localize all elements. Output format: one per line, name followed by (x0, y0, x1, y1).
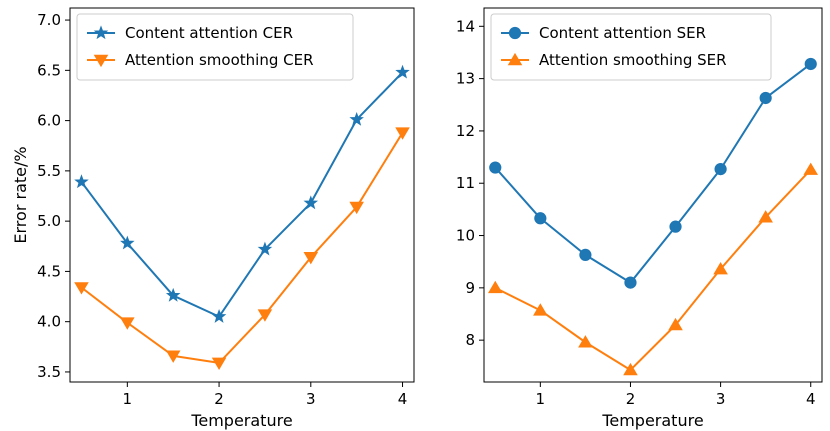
legend-box (76, 13, 354, 81)
data-point (668, 317, 683, 331)
x-tick-label: 4 (398, 390, 408, 408)
y-tick-label: 5.0 (37, 212, 61, 230)
data-point (533, 303, 548, 316)
data-point (759, 91, 772, 105)
y-tick-label: 11 (456, 174, 475, 192)
data-point (303, 252, 319, 265)
data-point (624, 276, 637, 289)
y-tick-label: 4.5 (37, 262, 61, 280)
x-tick-label: 2 (214, 390, 224, 408)
y-tick-label: 10 (456, 227, 475, 245)
data-point (303, 195, 319, 210)
y-tick-label: 7.0 (37, 11, 61, 29)
series-line-content-attention (80, 71, 404, 318)
legend-box (490, 13, 772, 81)
data-point (165, 287, 181, 302)
plot-frame (69, 7, 415, 383)
data-point (669, 220, 682, 233)
data-point (713, 261, 728, 275)
x-tick-label: 2 (626, 390, 636, 408)
y-tick-label: 9 (465, 279, 475, 297)
data-point (165, 350, 181, 363)
data-point (579, 248, 592, 261)
series-line-content-attention (494, 63, 812, 284)
y-axis-label: Error rate/% (11, 146, 30, 243)
y-tick-label: 3.5 (37, 363, 61, 381)
data-point (120, 235, 135, 250)
data-point (395, 64, 410, 79)
data-point (211, 357, 227, 370)
data-point (211, 309, 227, 323)
legend: Content attention CER Attention smoothing… (76, 13, 354, 81)
data-point (120, 317, 135, 330)
legend: Content attention SER Attention smoothing… (490, 13, 772, 81)
y-tick-label: 4.0 (37, 313, 61, 331)
legend-marker (93, 54, 109, 68)
data-point (578, 335, 593, 348)
cer-chart-panel: 1 2 3 4 3.5 4.0 4.5 5.0 5.5 6.0 6.5 7.0 Temperature E… (11, 7, 415, 430)
x-tick-label: 1 (536, 390, 546, 408)
plot-frame (483, 7, 823, 383)
legend-marker (507, 52, 523, 66)
data-point (74, 174, 89, 189)
y-tick-label: 12 (456, 122, 475, 140)
y-tick-label: 5.5 (37, 162, 61, 180)
series-line-attention-smoothing (494, 168, 812, 371)
data-point (74, 282, 89, 295)
x-tick-label: 3 (306, 390, 316, 408)
data-point (395, 127, 410, 140)
legend-label: Attention smoothing SER (539, 51, 727, 69)
data-point (349, 111, 364, 126)
data-point (714, 163, 727, 176)
data-point (487, 280, 503, 294)
legend-label: Attention smoothing CER (125, 51, 314, 69)
legend-label: Content attention CER (125, 24, 293, 42)
y-tick-label: 8 (465, 331, 475, 349)
data-point (489, 161, 502, 174)
data-point (257, 309, 273, 322)
x-tick-label: 3 (716, 390, 726, 408)
data-point (758, 210, 773, 223)
data-point (257, 241, 273, 256)
legend-marker (508, 26, 522, 40)
y-tick-label: 13 (456, 70, 475, 88)
y-tick-label: 14 (456, 17, 475, 35)
data-point (349, 201, 364, 215)
x-tick-label: 4 (806, 390, 816, 408)
x-axis-label: Temperature (190, 411, 292, 430)
x-tick-label: 1 (123, 390, 133, 408)
series-line-attention-smoothing (80, 132, 404, 364)
legend-marker (93, 25, 109, 40)
data-point (623, 362, 638, 376)
x-axis-label: Temperature (601, 411, 703, 430)
legend-label: Content attention SER (539, 24, 706, 42)
data-point (803, 162, 819, 175)
y-tick-label: 6.0 (37, 112, 61, 130)
data-point (534, 212, 547, 225)
data-point (804, 57, 817, 71)
y-tick-label: 6.5 (37, 61, 61, 79)
